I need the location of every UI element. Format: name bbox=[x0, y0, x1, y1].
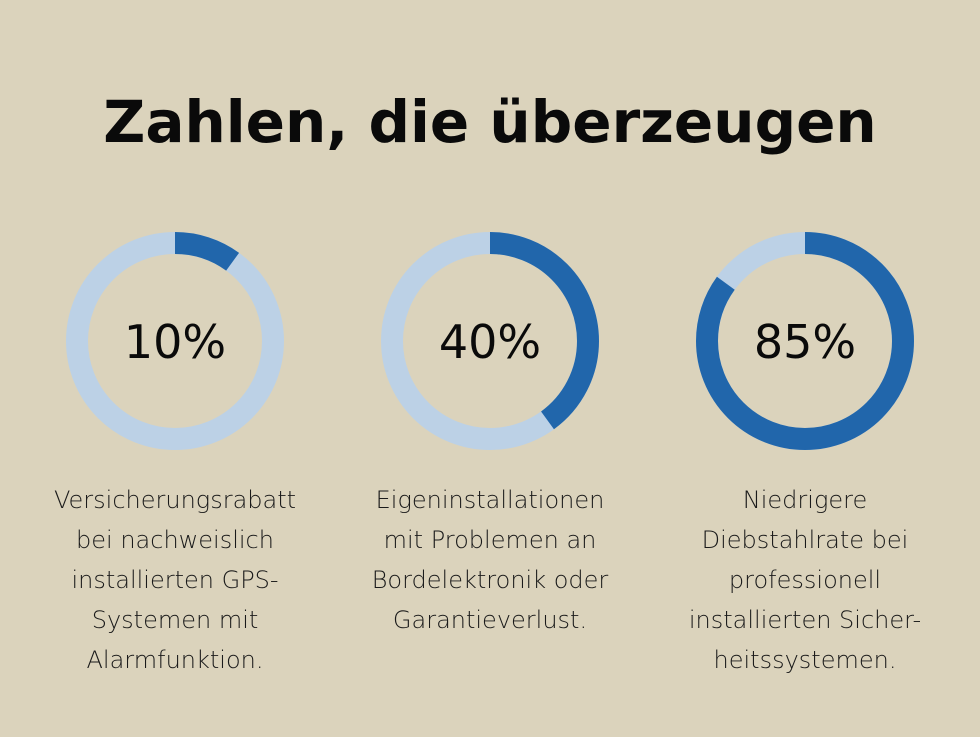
description-line: professionell bbox=[728, 566, 882, 594]
description-line: installierten GPS- bbox=[71, 566, 279, 594]
donut-chart-3: 85% bbox=[696, 232, 914, 450]
description-line: Systemen mit bbox=[91, 606, 259, 634]
description-line: bei nachweislich bbox=[76, 526, 274, 554]
page-title: Zahlen, die überzeugen bbox=[103, 88, 877, 156]
donut-chart-1: 10% bbox=[66, 232, 284, 450]
description-line: Garantieverlust. bbox=[392, 606, 588, 634]
description-line: installierten Sicher- bbox=[688, 606, 922, 634]
description-line: Bordelektronik oder bbox=[371, 566, 609, 594]
description-line: Eigeninstallationen bbox=[375, 486, 605, 514]
donut-value-arc bbox=[381, 232, 599, 450]
donut-percent-label: 40% bbox=[439, 315, 541, 369]
donut-value-arc bbox=[66, 232, 284, 450]
description-line: Niedrigere bbox=[742, 486, 868, 514]
donut-value-arc bbox=[696, 232, 914, 450]
description-line: Diebstahlrate bei bbox=[701, 526, 909, 554]
stat-description: Versicherungsrabatt bei nachweislich insta… bbox=[25, 480, 325, 680]
donut-chart-2: 40% bbox=[381, 232, 599, 450]
donut-percent-label: 85% bbox=[754, 315, 856, 369]
donut-percent-label: 10% bbox=[124, 315, 226, 369]
description-line: heitssystemen. bbox=[713, 646, 897, 674]
stat-description: Niedrigere Diebstahlrate bei professionell… bbox=[655, 480, 955, 680]
description-line: mit Problemen an bbox=[383, 526, 597, 554]
description-line: Versicherungsrabatt bbox=[53, 486, 297, 514]
stat-description: Eigeninstallationen mit Problemen an Borde… bbox=[340, 480, 640, 640]
description-line: Alarmfunktion. bbox=[86, 646, 264, 674]
